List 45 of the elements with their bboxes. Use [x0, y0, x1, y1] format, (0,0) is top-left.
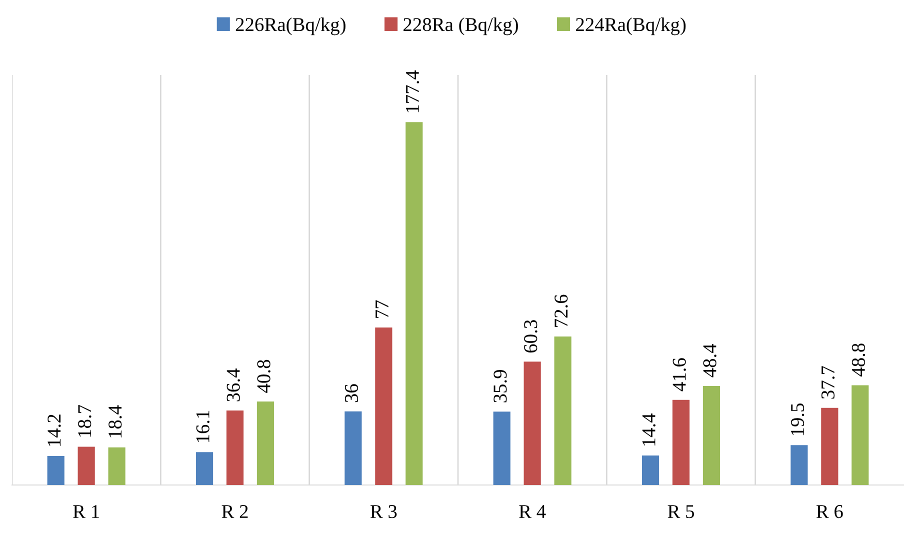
legend-label: 224Ra(Bq/kg)	[576, 18, 686, 36]
data-label: 48.4	[703, 344, 716, 378]
bar	[493, 412, 510, 485]
data-label: 48.8	[852, 344, 866, 376]
bar	[47, 456, 64, 485]
data-label: 60.3	[524, 320, 538, 352]
bar	[78, 446, 95, 485]
data-label: 40.8	[257, 360, 270, 393]
bar	[702, 386, 720, 485]
bar	[790, 445, 808, 485]
bar	[554, 336, 572, 485]
x-tick-label: R 4	[519, 505, 546, 518]
data-label: 36	[344, 384, 358, 402]
data-label: 18.7	[78, 404, 92, 437]
x-tick-label: R 2	[222, 505, 248, 518]
bar	[672, 400, 690, 485]
bar	[196, 452, 214, 485]
bar	[642, 456, 660, 485]
data-label: 14.2	[48, 414, 61, 446]
data-label: 18.4	[108, 405, 122, 438]
bar	[108, 447, 126, 485]
x-tick-label: R 5	[668, 505, 694, 518]
bar	[226, 410, 244, 485]
data-label: 177.4	[406, 70, 420, 112]
data-label: 37.7	[821, 366, 835, 399]
data-label: 77	[376, 300, 388, 318]
data-label: 72.6	[554, 294, 568, 327]
bar	[375, 328, 392, 485]
legend-label: 226Ra(Bq/kg)	[236, 18, 346, 36]
bar	[344, 411, 362, 485]
legend-label: 228Ra (Bq/kg)	[404, 18, 518, 36]
data-label: 36.4	[226, 368, 240, 402]
bar	[406, 122, 423, 485]
data-label: 35.9	[494, 370, 507, 402]
data-label: 19.5	[790, 404, 804, 436]
data-label: 16.1	[196, 410, 210, 442]
bar	[524, 362, 541, 485]
data-label: 41.6	[672, 358, 686, 392]
bar	[256, 402, 274, 485]
bar	[852, 385, 869, 485]
data-label: 14.4	[642, 413, 656, 446]
x-tick-label: R 3	[370, 505, 397, 518]
x-tick-label: R 1	[73, 505, 99, 518]
bar	[821, 408, 838, 485]
x-tick-label: R 6	[816, 505, 843, 518]
